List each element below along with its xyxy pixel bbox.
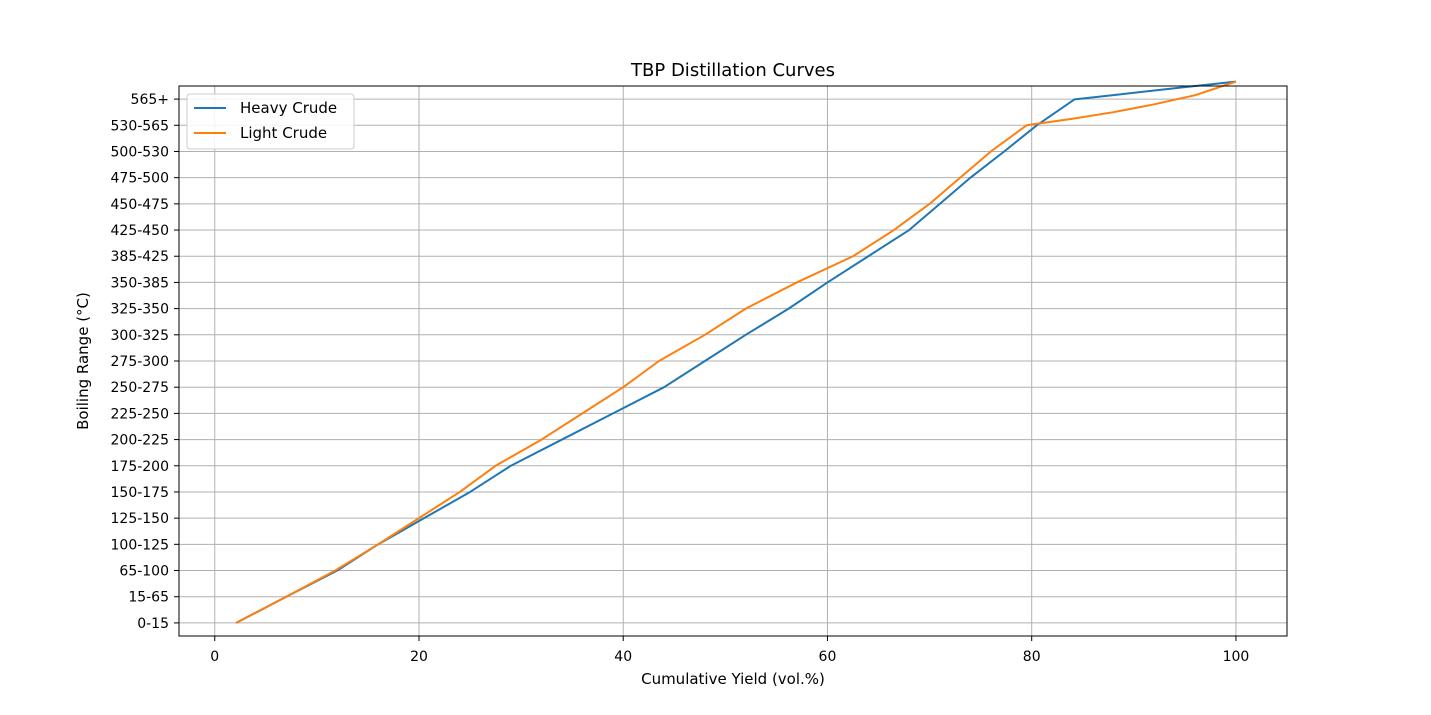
y-axis-label: Boiling Range (°C) (74, 292, 92, 430)
y-tick-label: 325-350 (111, 302, 170, 318)
x-tick-label: 80 (1023, 649, 1041, 665)
legend-label-light-crude: Light Crude (240, 124, 327, 142)
y-tick-label: 200-225 (111, 433, 170, 449)
y-tick-label: 65-100 (119, 564, 169, 580)
y-tick-label: 385-425 (111, 249, 170, 265)
legend-label-heavy-crude: Heavy Crude (240, 99, 337, 117)
y-tick-label: 250-275 (111, 380, 170, 396)
series-line-light-crude (235, 80, 1237, 624)
x-tick-label: 0 (210, 649, 219, 665)
x-axis-ticks: 0 20 40 60 80 100 (210, 636, 1249, 665)
y-tick-label: 150-175 (111, 485, 170, 501)
y-tick-label: 450-475 (111, 197, 170, 213)
y-tick-label: 100-125 (111, 537, 170, 553)
x-tick-label: 60 (819, 649, 837, 665)
y-tick-label: 225-250 (111, 406, 170, 422)
y-tick-label: 350-385 (111, 275, 170, 291)
series-layer (235, 80, 1237, 624)
legend-box (186, 93, 355, 150)
series-line-heavy-crude (235, 80, 1237, 624)
y-tick-label: 475-500 (111, 171, 170, 187)
x-axis-label: Cumulative Yield (vol.%) (641, 670, 825, 688)
x-tick-label: 100 (1223, 649, 1250, 665)
legend: Heavy Crude Light Crude (186, 93, 355, 150)
y-tick-label: 565+ (131, 92, 169, 108)
x-tick-label: 40 (614, 649, 632, 665)
chart-title: TBP Distillation Curves (630, 60, 835, 81)
y-tick-label: 500-530 (111, 144, 170, 160)
y-tick-label: 300-325 (111, 328, 170, 344)
y-tick-label: 175-200 (111, 459, 170, 475)
y-tick-label: 425-450 (111, 223, 170, 239)
x-tick-label: 20 (410, 649, 428, 665)
y-tick-label: 0-15 (137, 616, 169, 632)
y-tick-label: 15-65 (128, 590, 169, 606)
y-tick-label: 530-565 (111, 118, 170, 134)
y-tick-label: 275-300 (111, 354, 170, 370)
y-axis-ticks: 0-15 15-65 65-100 100-125 125-150 150-175 175-… (111, 92, 179, 632)
grid-layer (179, 86, 1287, 636)
y-tick-label: 125-150 (111, 511, 170, 527)
